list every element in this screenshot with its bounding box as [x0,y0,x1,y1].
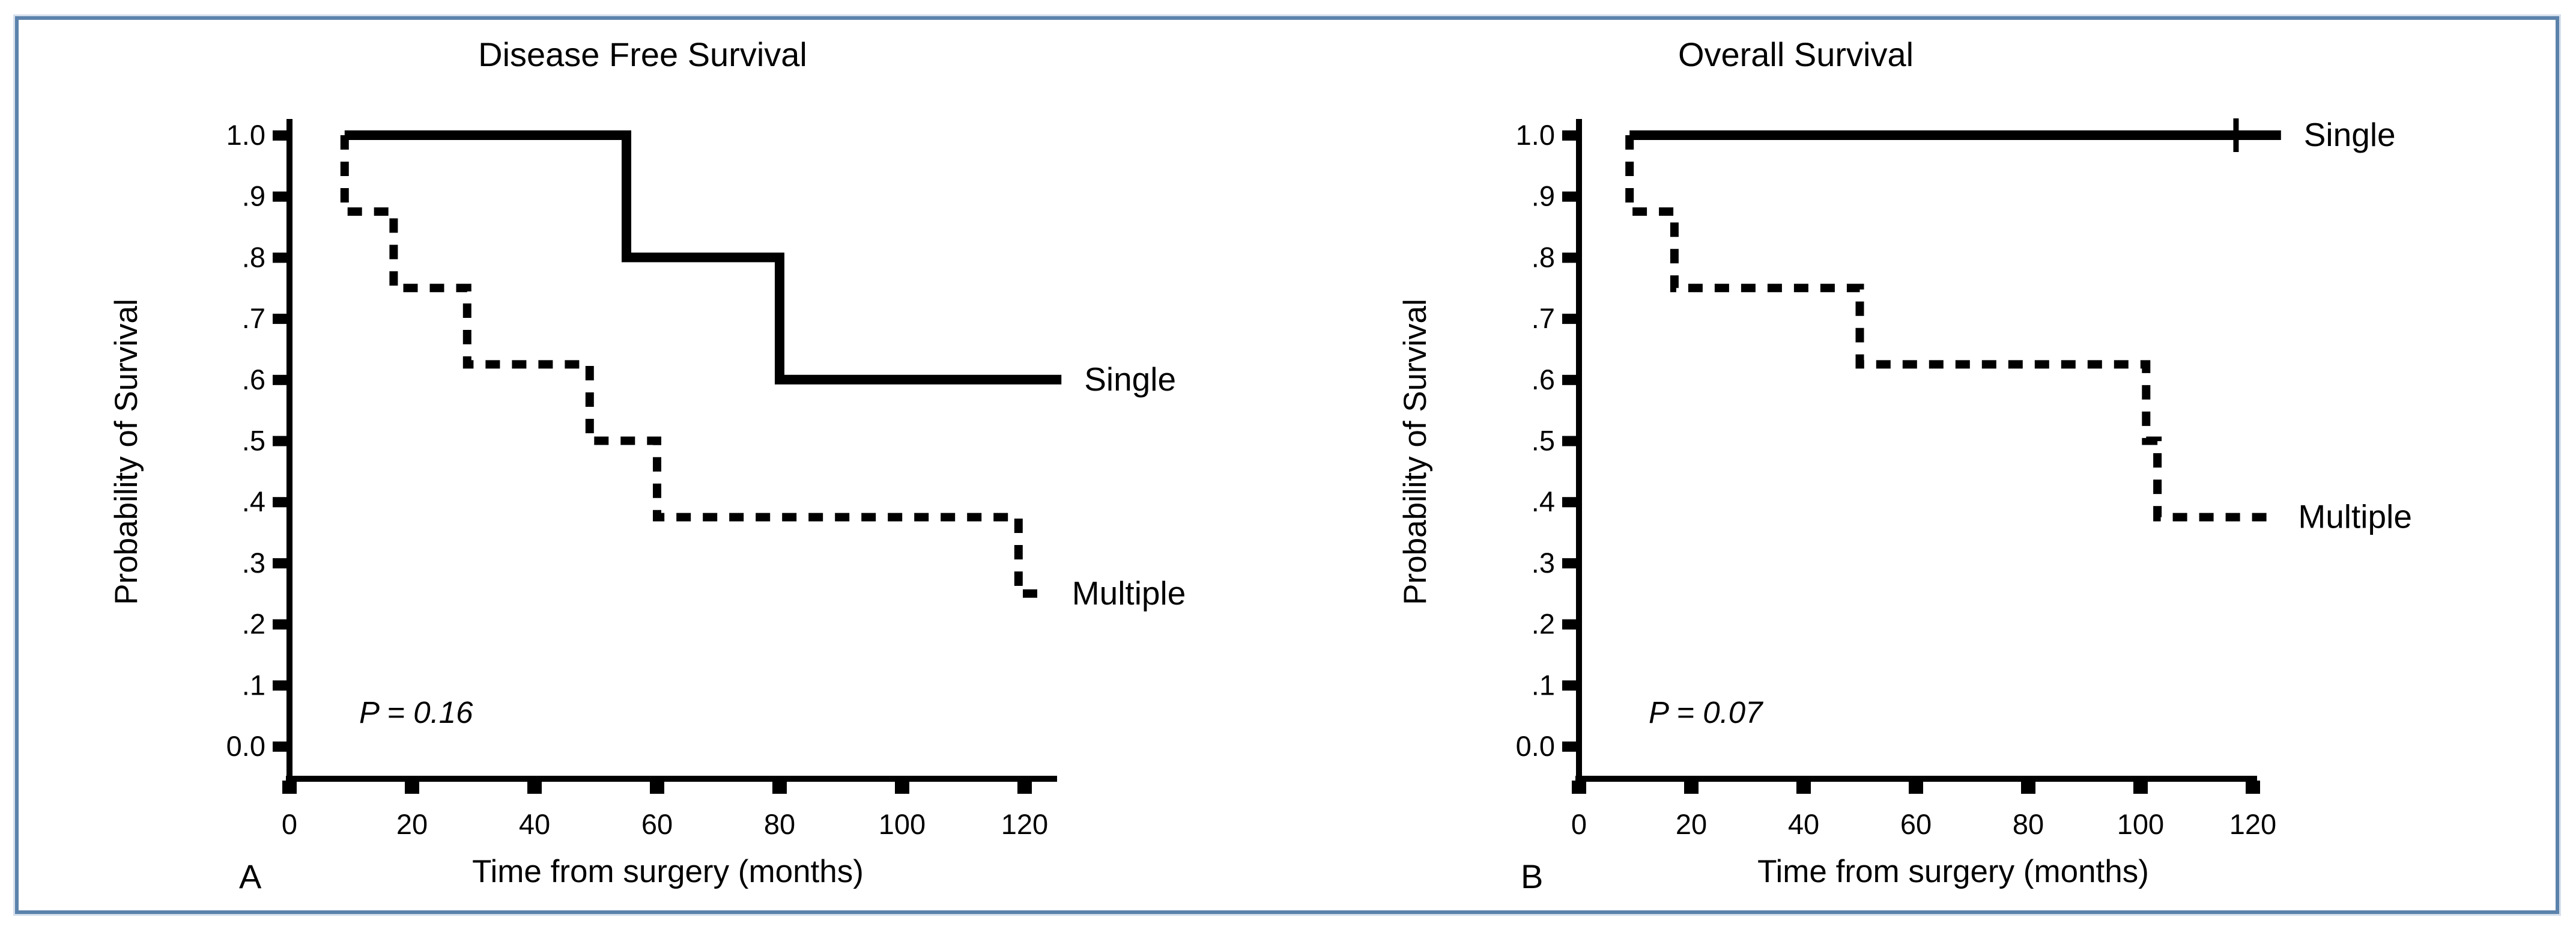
y-tick-mark [1562,191,1579,202]
x-tick-mark [772,781,787,794]
x-tick-mark [1796,781,1811,794]
x-tick-mark [1572,781,1586,794]
y-axis-title: Probability of Survival [109,299,144,605]
x-tick-label: 40 [519,808,550,840]
x-axis-title: Time from surgery (months) [472,854,864,889]
y-tick-label: .7 [242,302,265,334]
panel-overall-survival: Overall Survival 0.0 .1 .2 .3 .4 .5 .6 .7 .8 .9 1.0… [1398,35,2412,895]
y-tick-label: .4 [242,486,265,517]
series-line-single [344,130,1062,385]
series-label-single: Single [2304,116,2396,153]
y-tick-label: .8 [242,241,265,273]
chart-title: Disease Free Survival [478,35,807,73]
y-tick-mark [273,252,289,263]
y-tick-label: .1 [242,669,265,701]
series-label-multiple: Multiple [1072,574,1186,612]
y-tick-label: .2 [1532,608,1555,640]
y-tick-mark [273,680,289,691]
series-label-single: Single [1084,361,1176,398]
y-tick-label: .2 [242,608,265,640]
x-tick-label: 0 [282,808,297,840]
panel-letter: B [1521,857,1543,895]
y-tick-mark [273,558,289,568]
x-tick-label: 20 [1676,808,1707,840]
y-tick-mark [273,374,289,385]
y-tick-mark [273,742,289,752]
y-tick-label: .4 [1532,486,1555,517]
p-value-label: P = 0.07 [1649,695,1763,729]
y-tick-mark [1562,497,1579,508]
figure-border-frame [15,16,2559,914]
y-tick-mark [1562,130,1579,141]
chart-title: Overall Survival [1678,35,1914,73]
x-tick-mark [650,781,664,794]
series-line-multiple [340,135,1049,598]
x-tick-label: 40 [1788,808,1819,840]
x-tick-mark [2133,781,2148,794]
y-tick-mark [273,497,289,508]
y-tick-mark [273,619,289,630]
y-tick-mark [1562,374,1579,385]
x-tick-label: 20 [396,808,428,840]
x-axis-title: Time from surgery (months) [1757,854,2149,889]
x-tick-label: 100 [2117,808,2164,840]
x-tick-mark [1017,781,1032,794]
y-tick-label: 1.0 [226,119,265,151]
y-tick-mark [1562,742,1579,752]
y-tick-label: .9 [1532,180,1555,212]
y-tick-label: .6 [242,364,265,395]
y-tick-label: .1 [1532,669,1555,701]
y-tick-label: .9 [242,180,265,212]
x-tick-label: 120 [1001,808,1048,840]
x-tick-label: 0 [1571,808,1587,840]
y-tick-label: .5 [1532,425,1555,457]
x-tick-label: 120 [2229,808,2276,840]
x-tick-label: 60 [641,808,673,840]
x-tick-label: 80 [2013,808,2044,840]
series-line-multiple [1625,135,2276,522]
x-tick-mark [405,781,419,794]
x-tick-label: 60 [1900,808,1932,840]
x-tick-mark [527,781,542,794]
x-tick-mark [2021,781,2035,794]
y-tick-mark [1562,252,1579,263]
x-tick-mark [282,781,297,794]
y-tick-mark [1562,680,1579,691]
y-tick-label: .3 [242,547,265,579]
y-tick-mark [1562,619,1579,630]
y-tick-mark [273,314,289,324]
y-tick-label: .6 [1532,364,1555,395]
y-tick-label: 0.0 [1516,730,1555,762]
x-tick-mark [2246,781,2260,794]
y-tick-label: .8 [1532,241,1555,273]
y-tick-mark [1562,558,1579,568]
y-tick-label: 1.0 [1516,119,1555,151]
series-label-multiple: Multiple [2298,498,2412,535]
x-tick-mark [1909,781,1923,794]
x-tick-mark [1684,781,1699,794]
y-tick-label: .7 [1532,302,1555,334]
y-tick-label: .5 [242,425,265,457]
y-tick-mark [1562,436,1579,446]
panel-letter: A [239,857,262,895]
y-tick-mark [273,130,289,141]
panel-disease-free-survival: Disease Free Survival 0.0 .1 .2 .3 .4 .5 .6 .7 .8… [109,35,1186,895]
y-axis-title: Probability of Survival [1398,299,1433,605]
x-tick-label: 100 [879,808,926,840]
p-value-label: P = 0.16 [359,695,473,729]
y-tick-mark [273,436,289,446]
y-tick-label: .3 [1532,547,1555,579]
x-tick-label: 80 [764,808,795,840]
y-tick-mark [1562,314,1579,324]
y-tick-label: 0.0 [226,730,265,762]
x-tick-mark [895,781,909,794]
y-tick-mark [273,191,289,202]
